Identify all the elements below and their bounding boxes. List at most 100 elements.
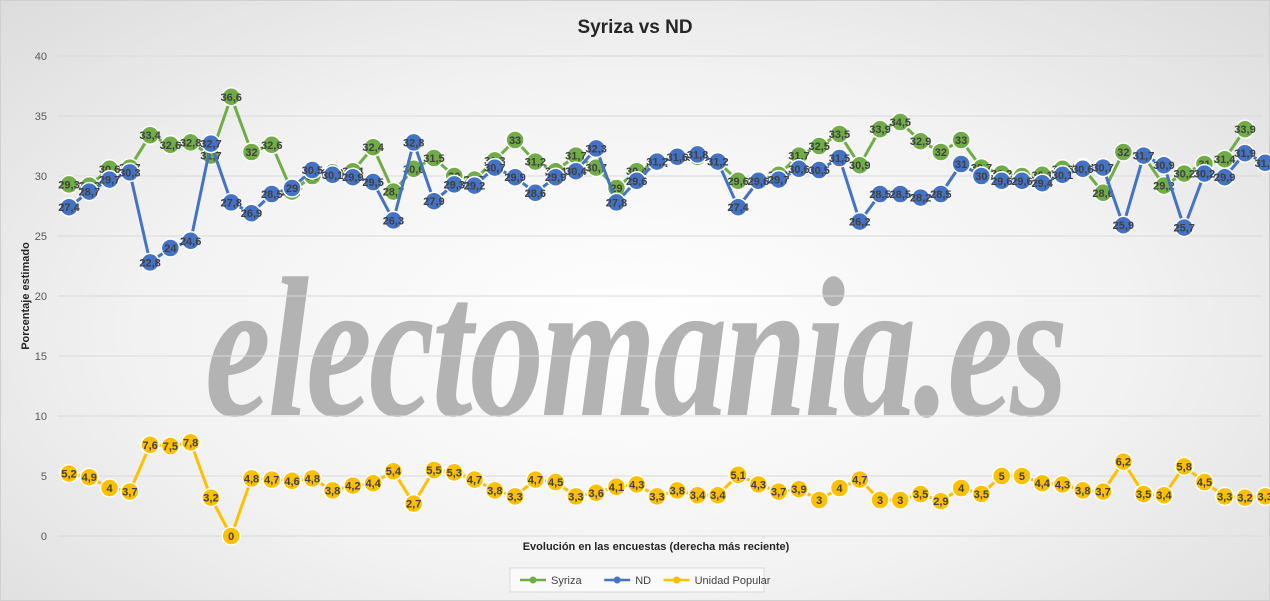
data-point: [180, 231, 201, 251]
data-point: [1012, 466, 1032, 486]
data-point: [201, 487, 221, 508]
legend-label: ND: [635, 575, 651, 587]
data-point: [282, 178, 302, 198]
data-label: 3,4: [690, 490, 706, 502]
data-point: [424, 191, 444, 211]
data-label: 30: [975, 171, 987, 183]
data-point: [910, 131, 931, 151]
data-label: 28,5: [261, 189, 282, 201]
data-label: 29,3: [444, 179, 465, 191]
y-tick-label: 20: [35, 291, 47, 303]
data-label: 4,3: [1055, 479, 1070, 491]
data-label: 3,2: [1237, 493, 1252, 505]
data-label: 3,8: [670, 485, 685, 497]
data-point: [728, 465, 748, 485]
data-label: 32,8: [180, 137, 201, 149]
data-label: 26,9: [241, 208, 262, 220]
data-point: [870, 490, 890, 510]
data-label: 5: [1019, 471, 1025, 483]
y-axis-title: Porcentaje estimado: [20, 242, 32, 350]
legend-marker-dot: [673, 576, 681, 584]
data-point: [545, 167, 566, 187]
data-point: [99, 169, 120, 190]
data-label: 3,3: [1258, 491, 1270, 503]
data-label: 4,5: [548, 477, 563, 489]
data-point: [1133, 145, 1154, 166]
data-point: [667, 147, 688, 167]
data-label: 30,7: [1092, 163, 1113, 175]
data-point: [829, 478, 850, 498]
data-label: 29,9: [504, 172, 525, 184]
data-label: 29,9: [342, 172, 363, 184]
data-point: [586, 483, 606, 503]
data-label: 4: [106, 483, 113, 495]
data-point: [951, 130, 971, 150]
data-point: [626, 474, 647, 495]
data-label: 32: [1117, 147, 1129, 159]
data-point: [505, 130, 525, 150]
data-label: 3,3: [568, 491, 583, 503]
data-point: [890, 490, 911, 510]
data-label: 29: [286, 183, 298, 195]
data-label: 29,9: [1214, 172, 1235, 184]
data-label: 4,6: [284, 476, 299, 488]
data-label: 3,5: [1136, 489, 1151, 501]
data-point: [302, 468, 323, 489]
data-point: [221, 526, 241, 546]
data-label: 30,7: [484, 163, 505, 175]
data-label: 4,3: [751, 479, 766, 491]
data-label: 29,7: [768, 175, 789, 187]
data-label: 4,8: [305, 473, 320, 485]
data-point: [302, 160, 323, 180]
data-point: [1194, 163, 1215, 184]
data-label: 27,4: [727, 202, 749, 214]
data-label: 30,4: [565, 166, 587, 178]
data-point: [464, 469, 485, 490]
data-point: [1052, 474, 1073, 495]
gridlines: [58, 55, 1262, 537]
data-point: [768, 169, 789, 190]
data-label: 29,6: [626, 176, 647, 188]
data-point: [99, 478, 120, 498]
data-label: 30,9: [849, 160, 870, 172]
data-point: [971, 484, 992, 504]
data-label: 3,3: [1217, 491, 1232, 503]
data-point: [890, 112, 911, 132]
data-label: 5,5: [426, 465, 441, 477]
data-label: 4,7: [528, 475, 543, 487]
data-point: [991, 171, 1012, 191]
data-label: 4,7: [264, 475, 279, 487]
data-point: [647, 151, 667, 172]
data-point: [809, 490, 829, 510]
data-label: 3,8: [1075, 485, 1090, 497]
data-point: [1032, 473, 1052, 493]
data-point: [647, 486, 667, 507]
data-label: 32,7: [200, 139, 221, 151]
data-label: 24,6: [180, 236, 201, 248]
data-point: [789, 479, 809, 499]
data-label: 4: [958, 483, 965, 495]
legend: Syriza ND Unidad Popular: [509, 567, 771, 593]
data-label: 30,3: [119, 167, 140, 179]
data-point: [606, 477, 627, 497]
data-point: [1012, 171, 1032, 191]
data-point: [1073, 159, 1093, 179]
y-tick-label: 35: [35, 111, 47, 123]
data-label: 30,1: [1052, 170, 1073, 182]
data-point: [687, 144, 708, 165]
data-point: [221, 192, 241, 213]
data-label: 31,5: [829, 153, 850, 165]
data-label: 0: [228, 531, 234, 543]
data-label: 31,4: [1214, 154, 1236, 166]
data-point: [1052, 165, 1073, 185]
data-point: [870, 119, 890, 139]
data-point: [485, 157, 505, 178]
data-label: 32,3: [585, 143, 606, 155]
data-point: [971, 166, 992, 186]
data-point: [525, 469, 546, 490]
data-label: 31,6: [667, 152, 688, 164]
data-label: 3,3: [649, 491, 664, 503]
data-label: 26,2: [849, 217, 870, 229]
data-label: 28,2: [910, 193, 931, 205]
